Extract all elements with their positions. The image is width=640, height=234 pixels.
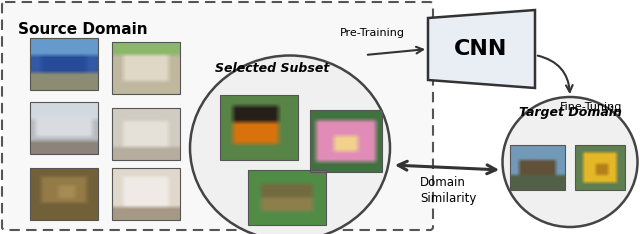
FancyBboxPatch shape (2, 2, 433, 230)
Bar (30, 38, 98, 90)
Text: Selected Subset: Selected Subset (215, 62, 330, 75)
Bar (112, 168, 180, 220)
Text: CNN: CNN (454, 39, 508, 59)
Bar (30, 102, 98, 154)
Polygon shape (428, 10, 535, 88)
Bar (112, 108, 180, 160)
Bar (112, 42, 180, 94)
Text: Target Domain: Target Domain (518, 106, 621, 119)
Ellipse shape (502, 97, 637, 227)
Bar (248, 170, 326, 225)
Text: Fine-Tuning: Fine-Tuning (560, 102, 622, 112)
Bar (30, 168, 98, 220)
Bar (220, 95, 298, 160)
Text: Pre-Training: Pre-Training (340, 28, 405, 38)
Bar (510, 145, 565, 190)
Text: Source Domain: Source Domain (18, 22, 148, 37)
Ellipse shape (190, 55, 390, 234)
Bar (310, 110, 382, 172)
Bar (575, 145, 625, 190)
Text: Domain
Similarity: Domain Similarity (420, 176, 476, 205)
